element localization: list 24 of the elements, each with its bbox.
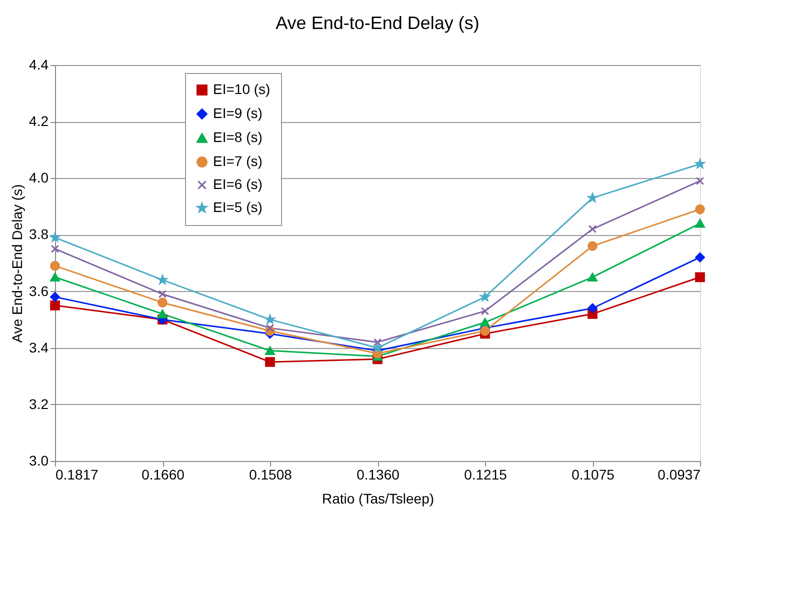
legend-label: EI=5 (s): [213, 199, 262, 215]
legend-label: EI=8 (s): [213, 129, 262, 145]
x-tick-label: 0.1215: [464, 466, 508, 482]
x-tick-label: 0.1817: [56, 466, 99, 482]
y-tick-label: 3.6: [29, 282, 49, 299]
chart-title: Ave End-to-End Delay (s): [276, 13, 480, 33]
y-tick-label: 3.2: [29, 396, 49, 412]
legend-label: EI=7 (s): [213, 153, 262, 169]
y-tick-label: 4.2: [29, 113, 49, 130]
x-tick-label: 0.1508: [249, 466, 292, 482]
x-tick-label: 0.1360: [356, 466, 400, 482]
legend-label: EI=9 (s): [213, 105, 262, 121]
y-axis-title: Ave End-to-End Delay (s): [9, 184, 26, 343]
y-tick-label: 4.0: [29, 170, 49, 186]
x-tick-label: 0.0937: [658, 466, 701, 482]
y-tick-label: 4.4: [29, 56, 49, 72]
legend-label: EI=10 (s): [213, 81, 270, 97]
x-axis-title: Ratio (Tas/Tsleep): [322, 490, 434, 506]
x-tick-label: 0.1660: [142, 466, 185, 482]
legend-label: EI=6 (s): [213, 176, 262, 192]
y-tick-label: 3.8: [29, 226, 49, 242]
y-tick-label: 3.4: [29, 339, 49, 356]
x-tick-label: 0.1075: [572, 466, 615, 482]
y-tick-label: 3.0: [29, 452, 49, 468]
